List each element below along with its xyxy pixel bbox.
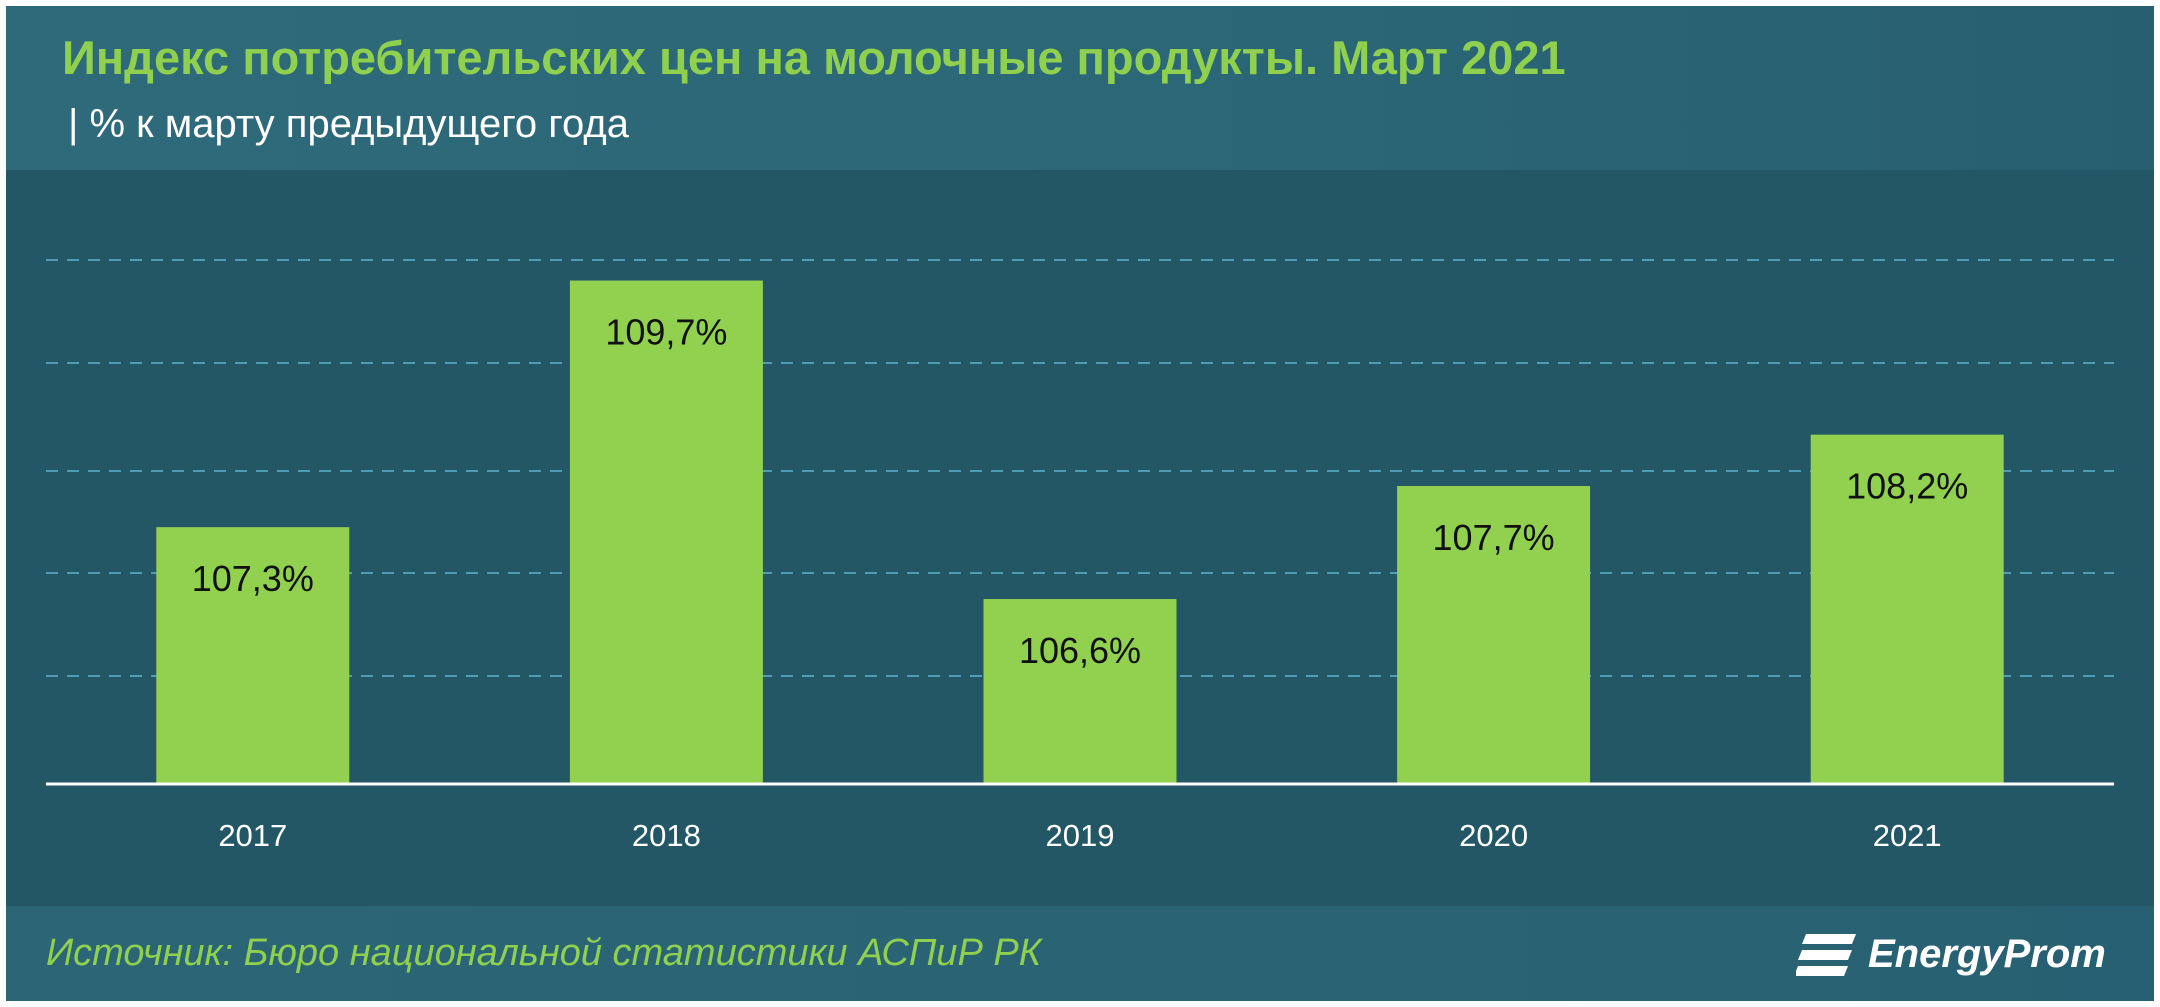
energyprom-logo: EnergyProm bbox=[1796, 926, 2136, 986]
plot-area: 107,3% 2017 109,7% 2018 106,6% 2019 107,7% 2020… bbox=[6, 170, 2154, 906]
data-label-2020: 107,7% bbox=[1433, 517, 1555, 558]
x-tick-label-2018: 2018 bbox=[632, 818, 701, 853]
x-tick-label-2020: 2020 bbox=[1459, 818, 1528, 853]
chart-card: Индекс потребительских цен на молочные п… bbox=[6, 6, 2154, 1001]
bar-2018 bbox=[569, 280, 763, 784]
bar-2017 bbox=[156, 527, 350, 784]
chart-footer: Источник: Бюро национальной статистики А… bbox=[6, 906, 2154, 1001]
data-label-2017: 107,3% bbox=[192, 558, 314, 599]
bar-chart: 107,3% 2017 109,7% 2018 106,6% 2019 107,7% 2020… bbox=[46, 259, 2114, 853]
chart-header: Индекс потребительских цен на молочные п… bbox=[6, 6, 2154, 170]
logo-text: EnergyProm bbox=[1868, 932, 2106, 976]
source-note: Источник: Бюро национальной статистики А… bbox=[46, 932, 1042, 974]
chart-subtitle: | % к марту предыдущего года bbox=[68, 102, 629, 146]
data-label-2018: 109,7% bbox=[605, 312, 727, 353]
logo-icon bbox=[1796, 934, 1856, 976]
x-tick-label-2021: 2021 bbox=[1873, 818, 1942, 853]
x-tick-label-2017: 2017 bbox=[218, 818, 287, 853]
x-tick-label-2019: 2019 bbox=[1046, 818, 1115, 853]
bar-2020 bbox=[1397, 486, 1591, 784]
data-label-2021: 108,2% bbox=[1846, 466, 1968, 507]
bar-2021 bbox=[1810, 434, 2004, 784]
chart-title: Индекс потребительских цен на молочные п… bbox=[62, 31, 1566, 84]
data-label-2019: 106,6% bbox=[1019, 630, 1141, 671]
bar-2019 bbox=[983, 599, 1177, 784]
